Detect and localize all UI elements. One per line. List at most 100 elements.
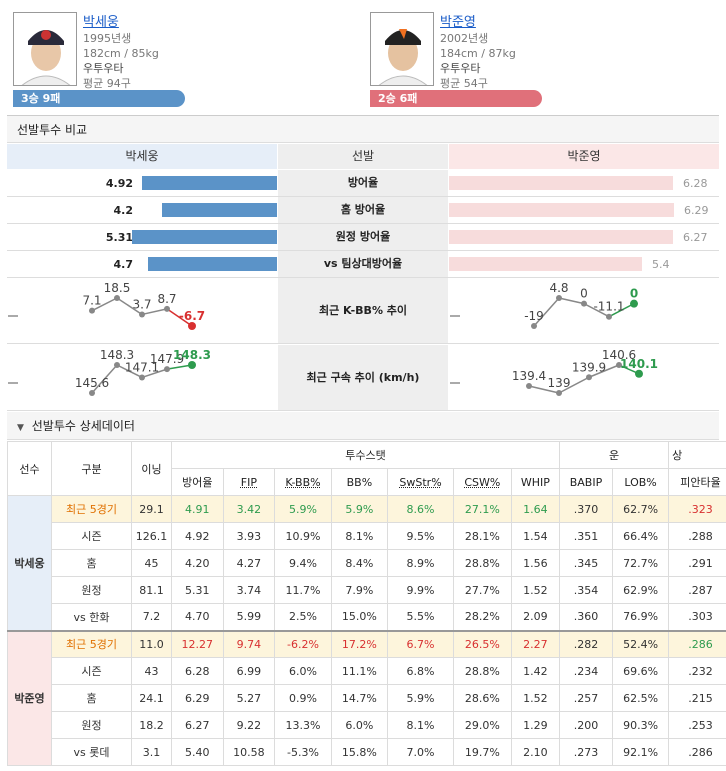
col-0[interactable]: 방어율 <box>171 468 224 496</box>
collapse-triangle-icon[interactable]: ▼ <box>17 423 24 433</box>
stat-cell: 26.5% <box>453 630 512 658</box>
sparkline-segment <box>533 297 560 327</box>
sparkline-segment <box>91 297 118 312</box>
table-row: 시즌 43 6.28 6.99 6.0% 11.1% 6.8% 28.8% 1.42.234 69… <box>8 657 726 685</box>
sparkline-segment <box>166 308 193 327</box>
col-5[interactable]: CSW% <box>453 468 512 496</box>
sparkline-label: 3.7 <box>132 297 151 311</box>
row-type: 원정 <box>51 711 132 739</box>
stat-cell: 92.1% <box>611 738 670 766</box>
stat-cell: 76.9% <box>611 603 670 631</box>
stat-cell: .200 <box>558 711 613 739</box>
col-type: 구분 <box>51 441 132 496</box>
sparkline-point <box>556 295 562 301</box>
table-row: vs 롯데 3.1 5.40 10.58 -5.3% 15.8% 7.0% 19.7% 2.10… <box>8 738 726 766</box>
col-3[interactable]: BB% <box>330 468 389 496</box>
stat-cell: 17.2% <box>330 630 389 658</box>
sparkline-point <box>531 323 537 329</box>
stat-cell: 28.6% <box>453 684 512 712</box>
compare-row-label: 원정 방어율 <box>278 224 448 250</box>
col-6[interactable]: WHIP <box>510 468 560 496</box>
player-name-left[interactable]: 박세웅 <box>83 15 119 30</box>
table-row: 원정 81.1 5.31 3.74 11.7% 7.9% 9.9% 27.7% 1.52.354… <box>8 576 726 604</box>
sparkline-segment <box>528 385 560 394</box>
table-row: 홈 45 4.20 4.27 9.4% 8.4% 8.9% 28.8% 1.56.345 72.7… <box>8 549 726 577</box>
compare-row: 4.92 방어율 6.28 <box>7 170 719 197</box>
stat-cell: 28.1% <box>453 522 512 550</box>
stat-cell: 5.9% <box>330 495 389 523</box>
stat-cell: 6.0% <box>274 657 332 685</box>
stat-cell: 62.9% <box>611 576 670 604</box>
stat-cell: 3.1 <box>131 738 172 766</box>
row-type: 원정 <box>51 576 132 604</box>
col-4[interactable]: SwStr% <box>387 468 455 496</box>
stat-cell: 1.64 <box>510 495 560 523</box>
compare-row-label: vs 팀상대방어율 <box>278 251 448 277</box>
stat-cell: .282 <box>558 630 613 658</box>
sparkline-label: 0 <box>580 287 588 301</box>
col-2[interactable]: K-BB% <box>274 468 332 496</box>
compare-left-bar <box>142 176 277 190</box>
stat-cell: 3.42 <box>222 495 276 523</box>
sparkline-segment <box>558 376 590 394</box>
stat-cell: .288 <box>668 522 726 550</box>
row-type: 최근 5경기 <box>51 495 132 523</box>
sparkline-point <box>586 374 592 381</box>
stat-cell: 5.27 <box>222 684 276 712</box>
stat-cell: 19.7% <box>453 738 512 766</box>
sparkline-segment <box>588 364 620 378</box>
sparkline-point <box>114 295 120 301</box>
stat-cell: .286 <box>668 630 726 658</box>
stat-cell: 2.27 <box>510 630 560 658</box>
stat-cell: 1.52 <box>510 684 560 712</box>
table-row: vs 한화 7.2 4.70 5.99 2.5% 15.0% 5.5% 28.2% 2.09.3… <box>8 603 726 631</box>
compare-right-value: 6.28 <box>683 177 708 190</box>
stat-cell: -6.2% <box>274 630 332 658</box>
sparkline-label: 18.5 <box>104 281 131 295</box>
stat-cell: 1.56 <box>510 549 560 577</box>
sparkline-label: -6.7 <box>179 309 205 323</box>
player-born: 2002년생 <box>440 32 489 45</box>
stat-cell: 15.0% <box>330 603 389 631</box>
sparkline-point <box>89 390 95 396</box>
stat-cell: 66.4% <box>611 522 670 550</box>
col-1[interactable]: FIP <box>222 468 276 496</box>
stat-cell: 45 <box>131 549 172 577</box>
group-pitching-stats: 투수스탯 <box>171 441 560 469</box>
player-name-right[interactable]: 박준영 <box>440 15 476 30</box>
compare-left-bar <box>132 230 277 244</box>
stat-cell: 6.99 <box>222 657 276 685</box>
sparkline-point <box>606 313 612 320</box>
stat-cell: 27.1% <box>453 495 512 523</box>
col-7[interactable]: BABIP <box>558 468 613 496</box>
stat-cell: 28.2% <box>453 603 512 631</box>
stat-cell: 13.3% <box>274 711 332 739</box>
stat-cell: 10.9% <box>274 522 332 550</box>
player-hand: 우투우타 <box>83 62 124 75</box>
stat-cell: 5.31 <box>171 576 224 604</box>
kbb-left-sparkline: 7.118.53.7 8.7-6.7 <box>8 281 205 330</box>
stat-cell: .323 <box>668 495 726 523</box>
stat-cell: 43 <box>131 657 172 685</box>
col-9[interactable]: 피안타율 <box>668 468 726 496</box>
stat-cell: 8.4% <box>330 549 389 577</box>
stat-cell: 7.2 <box>131 603 172 631</box>
sparkline-label: 140.1 <box>620 357 658 371</box>
stat-cell: .360 <box>558 603 613 631</box>
compare-section-title: 선발투수 비교 <box>7 115 719 143</box>
sparkline-label: 145.6 <box>75 376 109 390</box>
stat-cell: 7.0% <box>387 738 455 766</box>
compare-header-right: 박준영 <box>449 144 719 169</box>
stat-cell: 6.0% <box>330 711 389 739</box>
sparkline-label: 8.7 <box>157 292 176 306</box>
sparkline-label: 147.9 <box>150 352 184 366</box>
detail-section-header[interactable]: ▼ 선발투수 상세데이터 <box>7 412 719 440</box>
kbb-trend-row: 7.1 18.5 3.7 8.7 -6.7 최근 K-BB% 추이 -19 4.8 0 -11… <box>7 278 719 344</box>
col-8[interactable]: LOB% <box>611 468 670 496</box>
sparkline-point <box>114 362 120 368</box>
stat-cell: 6.29 <box>171 684 224 712</box>
sparkline-segment <box>141 368 168 379</box>
stat-cell: -5.3% <box>274 738 332 766</box>
table-row: 박세웅 최근 5경기 29.1 4.91 3.42 5.9% 5.9% 8.6% 27.1% 1.… <box>7 495 726 631</box>
